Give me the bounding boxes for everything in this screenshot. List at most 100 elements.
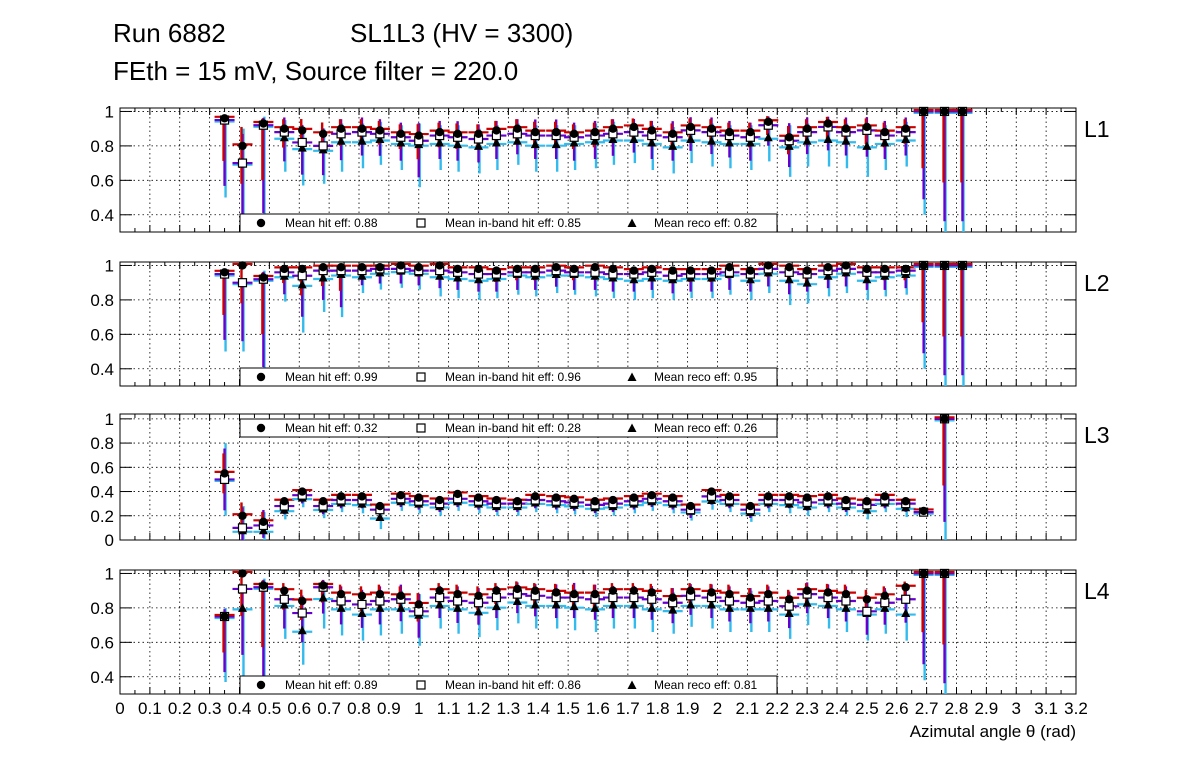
- point-hit: [414, 262, 423, 272]
- point-reco: [396, 137, 406, 147]
- legend-marker-reco: [627, 680, 637, 689]
- point-reco: [763, 603, 773, 612]
- x-tick-label: 0.5: [258, 699, 282, 718]
- point-hit: [280, 586, 289, 595]
- y-tick-label: 1: [105, 256, 114, 275]
- point-reco: [802, 598, 812, 607]
- point-reco: [279, 599, 289, 609]
- point-hit: [802, 586, 812, 595]
- point-reco: [336, 136, 346, 145]
- point-reco: [590, 136, 600, 145]
- layer-label: L3: [1084, 422, 1110, 448]
- x-tick-label: 0.3: [198, 699, 222, 718]
- point-reco: [668, 141, 678, 150]
- point-hit: [823, 119, 833, 128]
- point-hit: [492, 495, 501, 505]
- point-reco: [880, 137, 890, 147]
- y-tick-label: 0.8: [90, 137, 114, 156]
- point-hit: [862, 595, 872, 604]
- point-hit: [686, 501, 695, 511]
- point-hit: [686, 122, 695, 132]
- legend-entry-reco: Mean reco eff: 0.95: [654, 370, 758, 384]
- point-reco: [724, 137, 734, 147]
- point-reco: [435, 137, 445, 147]
- point-reco: [357, 608, 367, 618]
- y-tick-label: 0.6: [90, 633, 114, 652]
- point-reco: [453, 273, 463, 282]
- point-hit: [725, 262, 734, 272]
- point-reco: [336, 603, 346, 612]
- y-tick-label: 0: [105, 531, 114, 550]
- point-hit: [453, 489, 462, 499]
- point-reco: [880, 603, 890, 612]
- point-hit: [629, 122, 639, 132]
- point-hit: [531, 492, 540, 501]
- point-hit: [414, 493, 423, 502]
- x-tick-label: 2.9: [975, 699, 999, 718]
- point-hit: [396, 591, 406, 601]
- x-tick-label: 2.1: [736, 699, 760, 718]
- y-tick-label: 0.6: [90, 325, 114, 344]
- x-tick-label: 0.4: [228, 699, 252, 718]
- legend-marker-inband: [416, 680, 426, 690]
- point-hit: [336, 492, 346, 501]
- point-hit: [590, 589, 600, 599]
- legend-marker-reco: [627, 218, 637, 227]
- point-reco: [745, 137, 755, 147]
- point-hit: [569, 264, 579, 274]
- point-reco: [396, 603, 406, 612]
- point-hit: [492, 586, 501, 595]
- point-hit: [841, 495, 851, 505]
- point-hit: [396, 129, 406, 139]
- x-tick-label: 1.4: [526, 699, 550, 718]
- layer-panel-l4: 0.4 0.6 0.8 1 L4 Mean hit eff: 0.89 Mean in-ba…: [90, 564, 1110, 695]
- point-hit: [940, 569, 949, 578]
- point-hit: [396, 261, 406, 270]
- legend-marker-reco: [627, 423, 637, 432]
- y-tick-label: 0.2: [90, 507, 114, 526]
- point-reco: [686, 599, 696, 609]
- point-hit: [220, 114, 229, 123]
- point-hit: [238, 569, 247, 578]
- point-hit: [862, 264, 872, 274]
- layer-panel-l2: 0.4 0.6 0.8 1 L2 Mean hit eff: 0.99 Mean in-ba…: [90, 256, 1110, 387]
- point-hit: [298, 487, 307, 496]
- x-tick-label: 0.6: [287, 699, 311, 718]
- point-reco: [474, 606, 483, 616]
- legend-marker-inband: [416, 423, 426, 433]
- point-hit: [259, 273, 268, 282]
- point-hit: [569, 129, 579, 139]
- point-hit: [746, 593, 755, 602]
- point-reco: [590, 603, 600, 612]
- legend-marker-hit: [256, 218, 266, 228]
- point-reco: [608, 134, 618, 143]
- point-hit: [318, 497, 328, 506]
- point-hit: [707, 487, 716, 496]
- layer-label: L1: [1084, 116, 1110, 142]
- point-hit: [823, 588, 833, 597]
- point-hit: [629, 586, 639, 595]
- point-hit: [668, 493, 677, 502]
- legend-box: [239, 675, 778, 695]
- y-tick-label: 0.6: [90, 171, 114, 190]
- x-tick-label: 1.6: [586, 699, 610, 718]
- point-hit: [608, 264, 618, 274]
- point-hit: [280, 264, 289, 274]
- point-hit: [686, 586, 695, 595]
- x-tick-label: 0.8: [347, 699, 371, 718]
- x-tick-label: 1.8: [646, 699, 670, 718]
- point-reco: [569, 601, 579, 611]
- x-tick-label: 1.1: [437, 699, 461, 718]
- point-hit: [802, 266, 812, 275]
- point-hit: [880, 492, 889, 501]
- y-tick-label: 0.4: [90, 668, 114, 687]
- point-hit: [629, 266, 639, 275]
- point-hit: [590, 262, 600, 272]
- legend-entry-reco: Mean reco eff: 0.26: [654, 421, 758, 435]
- point-hit: [901, 124, 910, 133]
- point-hit: [259, 581, 268, 590]
- x-tick-label: 1.2: [467, 699, 491, 718]
- point-hit: [375, 126, 385, 135]
- point-hit: [318, 129, 328, 139]
- point-hit: [707, 266, 716, 275]
